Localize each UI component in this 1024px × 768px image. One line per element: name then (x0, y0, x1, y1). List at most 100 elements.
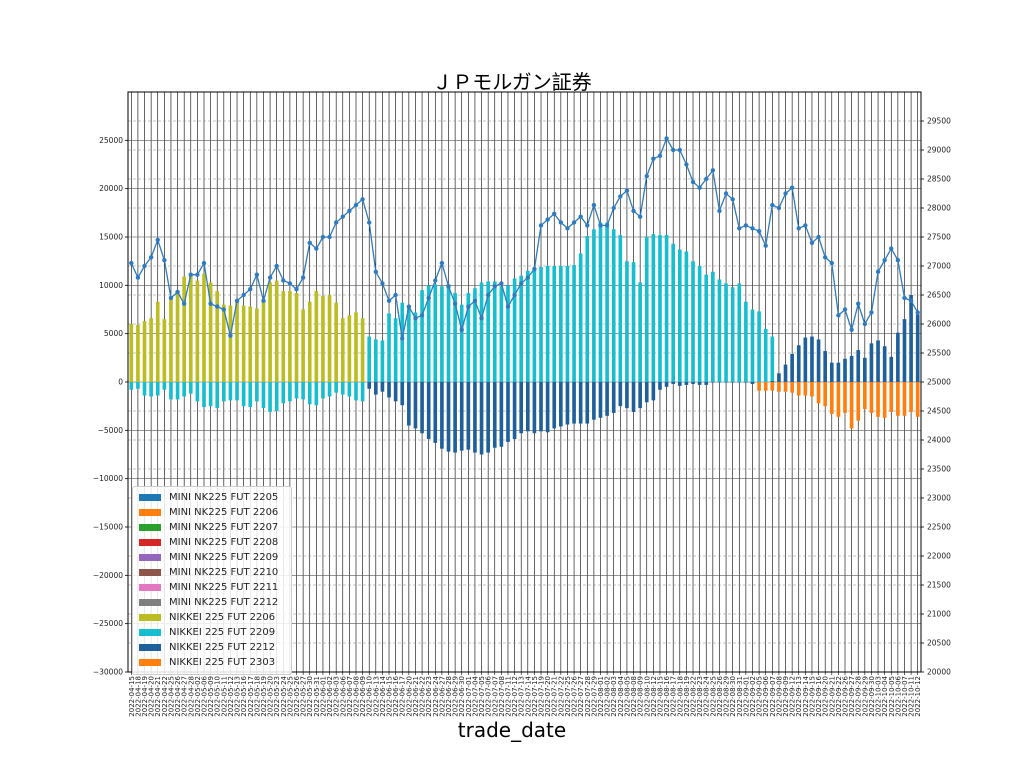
x-tick-label: 2022-06-08 (352, 676, 360, 717)
bar (149, 382, 153, 397)
bar (407, 382, 411, 426)
x-tick-label: 2022-08-22 (690, 676, 698, 717)
line-point (763, 243, 768, 248)
line-point (618, 194, 623, 199)
x-tick-label: 2022-05-23 (273, 676, 281, 717)
legend-item: NIKKEI 225 FUT 2206 (139, 610, 285, 625)
bar (909, 382, 913, 412)
bar (565, 382, 570, 425)
x-tick-label: 2022-10-11 (908, 676, 916, 717)
line-point (796, 226, 801, 231)
bar (658, 382, 662, 390)
bar (155, 382, 160, 396)
y-tick-label: 10000 (99, 281, 123, 290)
bar (215, 382, 220, 409)
x-tick-label: 2022-06-10 (366, 676, 374, 717)
bar (307, 382, 312, 405)
line-point (512, 292, 517, 298)
bar (552, 266, 557, 382)
y2-tick-label: 22000 (927, 552, 951, 561)
x-tick-label: 2022-09-06 (762, 675, 770, 716)
bar (796, 345, 801, 382)
x-tick-label: 2022-06-20 (405, 676, 413, 717)
bar (301, 309, 305, 382)
bar (327, 295, 332, 382)
chart-legend: MINI NK225 FUT 2205 MINI NK225 FUT 2206 MI… (132, 486, 292, 675)
bar (314, 291, 319, 382)
bar (803, 382, 808, 396)
bar (373, 382, 378, 395)
line-point (776, 205, 782, 211)
x-tick-label: 2022-08-16 (663, 675, 671, 716)
x-tick-label: 2022-06-14 (379, 675, 387, 716)
legend-swatch (139, 524, 161, 531)
bar (763, 328, 768, 382)
bar (783, 382, 788, 392)
x-tick-label: 2022-06-22 (419, 676, 427, 717)
bar (268, 382, 272, 412)
line-point (373, 269, 379, 274)
line-point (684, 162, 689, 167)
bar (307, 301, 312, 382)
bar (519, 275, 524, 382)
x-tick-label: 2022-07-21 (551, 676, 559, 717)
line-point (320, 234, 326, 240)
line-point (591, 202, 597, 208)
x-tick-label: 2022-04-20 (148, 676, 156, 717)
bar (777, 373, 781, 382)
bar (578, 253, 583, 382)
x-tick-label: 2022-10-04 (881, 675, 889, 716)
bar (492, 281, 497, 382)
x-tick-label: 2022-05-11 (220, 676, 228, 717)
x-tick-label: 2022-04-26 (174, 675, 182, 716)
x-tick-label: 2022-04-28 (187, 676, 195, 717)
bar (539, 382, 543, 432)
x-tick-label: 2022-06-28 (445, 676, 453, 717)
bar (638, 382, 642, 409)
bar (829, 362, 834, 382)
bar (770, 381, 775, 382)
y2-tick-label: 20000 (927, 668, 951, 677)
line-point (221, 307, 227, 312)
bar (810, 382, 814, 397)
bar (849, 382, 854, 429)
bar (169, 382, 173, 400)
y-tick-label: −15000 (93, 523, 123, 532)
x-tick-label: 2022-05-26 (293, 675, 301, 716)
bar (856, 350, 861, 382)
bar (843, 358, 847, 382)
line-point (419, 313, 425, 318)
y-tick-label: 0 (118, 378, 123, 387)
legend-swatch (139, 614, 161, 621)
x-tick-label: 2022-06-30 (458, 676, 466, 717)
bar (354, 312, 358, 382)
line-point (908, 298, 914, 303)
bar (268, 282, 272, 382)
bar (466, 382, 471, 450)
line-point (135, 275, 141, 280)
bar (459, 382, 464, 451)
y2-tick-label: 25000 (927, 378, 951, 387)
x-tick-label: 2022-09-20 (822, 676, 830, 717)
line-point (353, 202, 359, 208)
x-tick-label: 2022-05-19 (260, 676, 268, 717)
x-tick-label: 2022-05-27 (300, 676, 308, 717)
bar (915, 314, 920, 382)
line-point (162, 258, 167, 263)
x-tick-label: 2022-07-26 (571, 675, 579, 716)
line-point (479, 316, 484, 321)
bar (717, 382, 722, 383)
x-tick-label: 2022-04-22 (161, 676, 169, 717)
y-tick-label: −25000 (93, 619, 123, 628)
x-tick-label: 2022-06-06 (339, 675, 347, 716)
x-tick-label: 2022-09-07 (769, 676, 777, 717)
line-point (717, 208, 722, 214)
line-point (829, 260, 834, 266)
line-point (241, 292, 246, 298)
x-tick-label: 2022-05-31 (313, 676, 321, 717)
line-point (604, 223, 610, 228)
line-point (181, 301, 187, 306)
bar (387, 313, 391, 382)
bar (499, 286, 504, 382)
x-tick-label: 2022-08-18 (676, 676, 684, 717)
